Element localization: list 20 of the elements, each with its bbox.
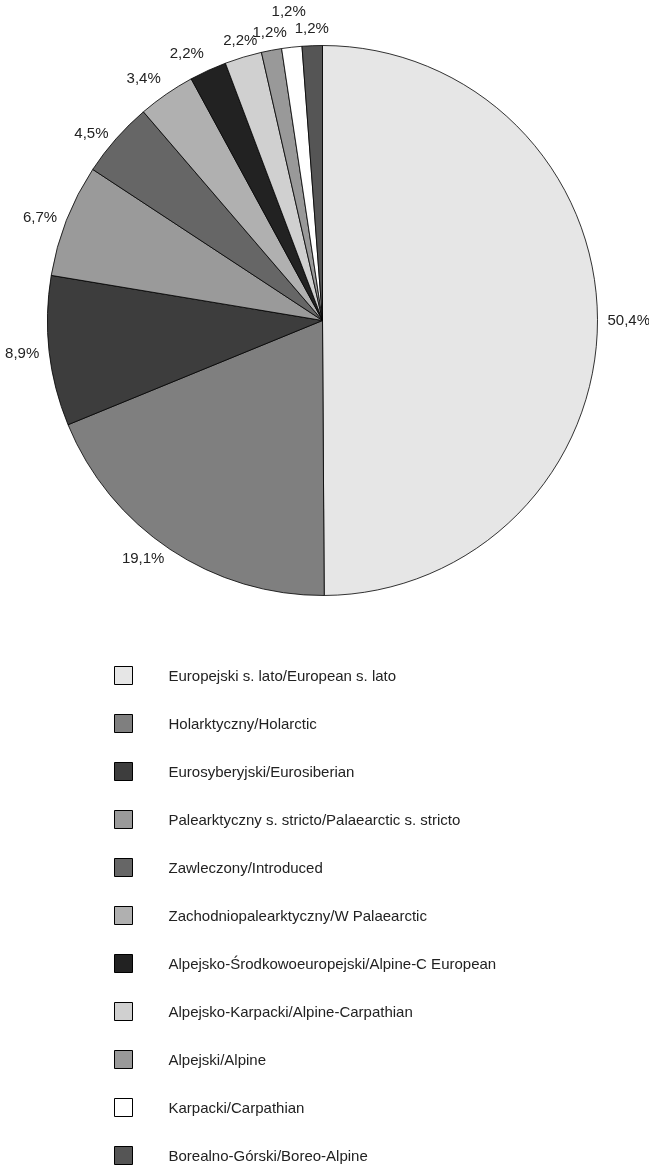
legend-label: Alpejsko-Karpacki/Alpine-Carpathian: [168, 1003, 413, 1020]
legend-label: Europejski s. lato/European s. lato: [168, 667, 397, 684]
data-label: 2,2%: [169, 44, 204, 62]
legend-label: Borealno-Górski/Boreo-Alpine: [168, 1147, 368, 1164]
data-label: 1,2%: [271, 2, 306, 20]
data-label: 3,4%: [126, 68, 161, 86]
data-label: 8,9%: [5, 343, 40, 361]
legend-label: Karpacki/Carpathian: [168, 1099, 305, 1116]
data-label: 1,2%: [294, 18, 329, 36]
legend-label: Eurosyberyjski/Eurosiberian: [168, 763, 355, 780]
data-label: 50,4%: [607, 311, 649, 329]
data-label: 4,5%: [74, 123, 109, 141]
data-label: 6,7%: [22, 208, 58, 226]
legend-label: Holarktyczny/Holarctic: [168, 715, 318, 732]
data-label: 19,1%: [121, 549, 165, 567]
legend-label: Zachodniopalearktyczny/W Palaearctic: [168, 907, 428, 924]
legend-label: Palearktyczny s. stricto/Palaearctic s. stricto: [168, 811, 461, 828]
legend-label: Zawleczony/Introduced: [168, 859, 323, 876]
legend-label: Alpejski/Alpine: [168, 1051, 267, 1068]
legend-label: Alpejsko-Środkowoeuropejski/Alpine-C European: [168, 955, 497, 972]
